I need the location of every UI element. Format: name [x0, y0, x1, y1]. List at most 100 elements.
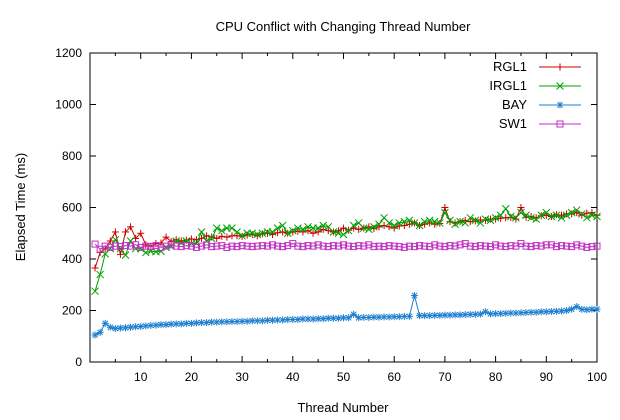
data-point: [471, 216, 480, 225]
data-point: [127, 223, 135, 231]
data-point: [456, 217, 464, 226]
data-point: [501, 204, 510, 213]
chart-title: CPU Conflict with Changing Thread Number: [216, 19, 471, 34]
data-point: [111, 235, 120, 244]
data-point: [162, 321, 170, 329]
data-point: [568, 243, 576, 251]
data-point: [385, 223, 393, 231]
data-point: [497, 242, 505, 250]
data-point: [542, 241, 550, 249]
data-point: [248, 317, 256, 325]
data-point: [121, 228, 129, 236]
data-point: [167, 320, 175, 328]
x-tick-label: 100: [587, 370, 607, 384]
data-point: [476, 242, 484, 250]
data-point: [278, 221, 287, 230]
data-point: [177, 243, 185, 251]
data-point: [435, 219, 444, 227]
data-point: [370, 243, 378, 251]
data-point: [355, 242, 363, 250]
data-point: [152, 321, 160, 329]
data-point: [517, 309, 525, 317]
data-point: [583, 243, 591, 251]
data-point: [370, 222, 378, 231]
data-point: [430, 217, 439, 226]
data-point: [578, 305, 586, 313]
data-point: [446, 242, 454, 250]
data-point: [385, 219, 393, 227]
data-point: [390, 221, 399, 230]
data-point: [142, 242, 150, 250]
data-point: [243, 242, 251, 250]
data-point: [91, 264, 99, 272]
legend-label: BAY: [502, 97, 527, 112]
data-point: [253, 230, 262, 239]
data-point: [405, 312, 413, 320]
data-point: [253, 242, 261, 250]
data-point: [492, 241, 500, 249]
y-tick-label: 200: [62, 304, 82, 318]
y-tick-label: 1000: [55, 98, 82, 112]
data-point: [466, 242, 474, 250]
data-point: [203, 319, 211, 327]
data-point: [593, 211, 601, 219]
data-point: [537, 211, 546, 220]
data-point: [274, 242, 282, 250]
data-point: [441, 204, 449, 211]
data-point: [446, 216, 454, 225]
y-tick-label: 800: [62, 149, 82, 163]
data-point: [329, 314, 337, 322]
series-sw1: [91, 240, 601, 253]
data-point: [578, 242, 586, 250]
x-tick-label: 30: [235, 370, 249, 384]
data-point: [208, 243, 216, 251]
data-point: [568, 305, 576, 313]
data-point: [279, 228, 287, 236]
data-point: [121, 251, 130, 259]
data-point: [167, 241, 175, 249]
data-point: [238, 242, 246, 250]
legend-item-sw1: SW1: [499, 116, 581, 131]
data-point: [208, 233, 216, 241]
data-point: [547, 241, 555, 249]
data-point: [192, 243, 200, 251]
legend-swatch-marker: [556, 82, 564, 90]
data-point: [116, 250, 124, 258]
data-point: [471, 243, 479, 251]
data-point: [283, 229, 292, 238]
data-point: [365, 313, 373, 321]
data-point: [294, 316, 302, 324]
x-tick-label: 70: [438, 370, 452, 384]
data-point: [588, 211, 596, 220]
data-point: [106, 237, 114, 245]
data-point: [172, 242, 180, 250]
legend-item-irgl1: IRGL1: [489, 78, 581, 93]
legend-item-bay: BAY: [502, 97, 581, 112]
data-point: [532, 242, 540, 250]
data-point: [451, 242, 459, 250]
data-point: [192, 319, 200, 327]
data-point: [101, 319, 109, 327]
data-point: [111, 242, 119, 250]
data-point: [314, 224, 323, 232]
data-point: [365, 241, 373, 249]
data-point: [319, 315, 327, 323]
data-point: [563, 307, 571, 314]
data-point: [593, 305, 601, 313]
data-point: [340, 314, 347, 322]
data-point: [111, 228, 119, 236]
data-point: [116, 243, 124, 251]
data-point: [451, 220, 459, 229]
data-point: [263, 242, 271, 250]
data-point: [436, 242, 444, 250]
data-point: [557, 213, 566, 222]
data-point: [400, 217, 409, 226]
data-point: [572, 206, 581, 214]
data-point: [309, 229, 317, 237]
data-point: [355, 225, 363, 233]
data-point: [345, 314, 353, 322]
data-point: [431, 241, 439, 249]
data-point: [288, 226, 297, 235]
data-point: [258, 242, 266, 250]
data-point: [217, 226, 226, 235]
